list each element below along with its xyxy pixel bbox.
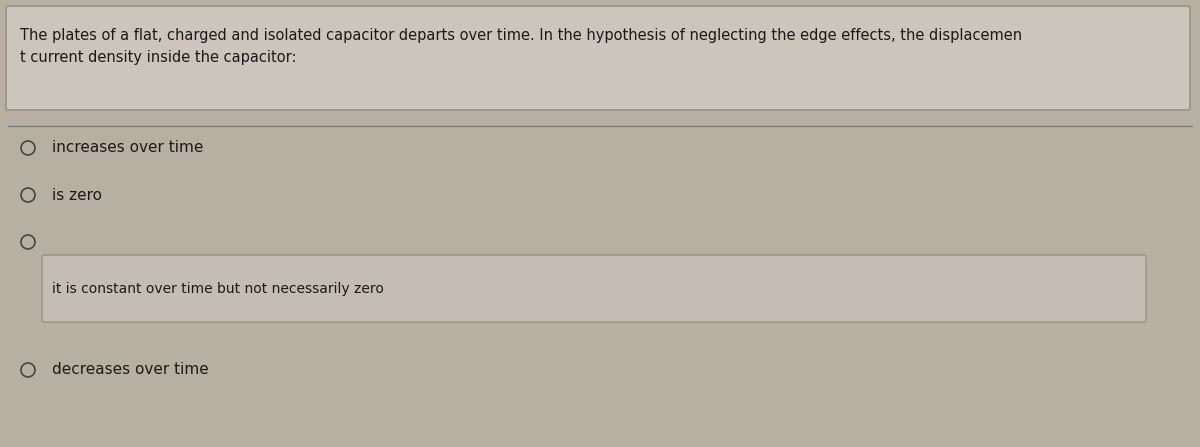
FancyBboxPatch shape	[6, 6, 1190, 110]
Text: The plates of a flat, charged and isolated capacitor departs over time. In the h: The plates of a flat, charged and isolat…	[20, 28, 1022, 43]
Text: is zero: is zero	[52, 187, 102, 202]
Text: it is constant over time but not necessarily zero: it is constant over time but not necessa…	[52, 282, 384, 295]
FancyBboxPatch shape	[42, 255, 1146, 322]
Text: increases over time: increases over time	[52, 140, 203, 156]
Text: decreases over time: decreases over time	[52, 363, 209, 378]
Text: t current density inside the capacitor:: t current density inside the capacitor:	[20, 50, 296, 65]
